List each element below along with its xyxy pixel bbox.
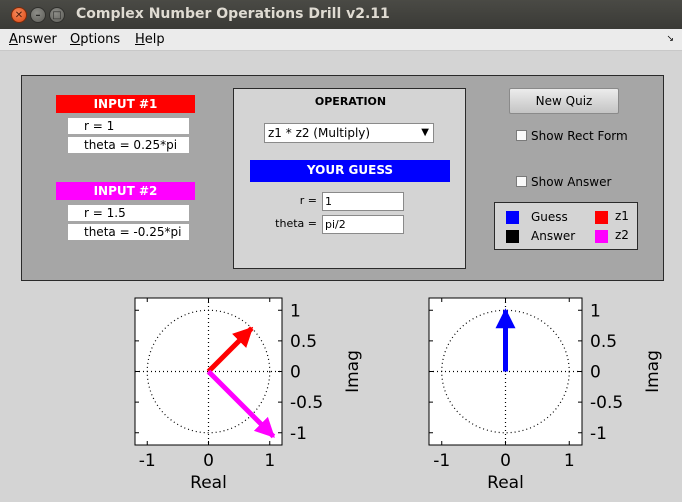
legend-answer-label: Answer: [531, 229, 576, 243]
y-tick-label: -1: [590, 424, 607, 444]
guess-theta-label: theta =: [275, 217, 317, 230]
menu-answer-mnemonic: A: [9, 32, 18, 47]
answer-swatch: [506, 230, 519, 243]
input1-r-value: r = 1: [68, 118, 189, 134]
menu-answer-label: nswer: [17, 32, 57, 47]
legend-guess-label: Guess: [531, 210, 568, 224]
guess-theta-input[interactable]: [322, 215, 404, 234]
show-answer-label: Show Answer: [531, 175, 612, 189]
vector-z2: [206, 369, 276, 439]
window-title: Complex Number Operations Drill v2.11: [76, 6, 390, 22]
maximize-window-button[interactable]: □: [49, 7, 65, 23]
operation-title: OPERATION: [314, 95, 387, 108]
show-answer-checkbox[interactable]: Show Answer: [516, 175, 611, 189]
y-tick-label: -0.5: [590, 393, 623, 413]
z1-swatch: [595, 211, 608, 224]
checkbox-icon: [516, 130, 527, 141]
title-bar: ✕ – □ Complex Number Operations Drill v2…: [0, 0, 682, 29]
input2-theta-value: theta = -0.25*pi: [68, 224, 189, 240]
operation-select[interactable]: z1 * z2 (Multiply) ▼: [264, 123, 434, 143]
plot-inputs: -1 0 1 1 0.5 0 -0.5 -1 Real Imag: [134, 297, 363, 493]
x-tick-label: 0: [500, 451, 511, 471]
y-tick-label: 0: [290, 363, 301, 383]
y-axis-label: Imag: [643, 350, 663, 393]
x-tick-label: 1: [264, 451, 275, 471]
menu-help-mnemonic: H: [135, 32, 145, 47]
input1-header: INPUT #1: [56, 95, 195, 113]
close-window-button[interactable]: ✕: [11, 7, 27, 23]
y-tick-label: 0: [590, 363, 601, 383]
your-guess-header: YOUR GUESS: [250, 160, 450, 182]
new-quiz-button[interactable]: New Quiz: [509, 88, 619, 114]
menu-options[interactable]: Options: [70, 32, 120, 47]
operation-selected-value: z1 * z2 (Multiply): [268, 126, 371, 140]
operation-panel: OPERATION z1 * z2 (Multiply) ▼ YOUR GUES…: [233, 88, 466, 269]
guess-r-input[interactable]: [322, 192, 404, 211]
legend-z2-label: z2: [615, 228, 629, 242]
chevron-down-icon: ▼: [421, 127, 429, 138]
dock-arrow-icon[interactable]: ↘: [666, 34, 674, 44]
input2-r-value: r = 1.5: [68, 205, 189, 221]
input1-theta-value: theta = 0.25*pi: [68, 137, 189, 153]
y-tick-label: 1: [590, 301, 601, 321]
menu-bar: Answer Options Help ↘: [0, 29, 682, 51]
x-tick-label: 0: [203, 451, 214, 471]
x-tick-label: -1: [139, 451, 156, 471]
guess-swatch: [506, 211, 519, 224]
guess-r-label: r =: [299, 194, 317, 207]
input2-header: INPUT #2: [56, 182, 195, 200]
z2-swatch: [595, 230, 608, 243]
checkbox-icon: [516, 176, 527, 187]
x-axis-label: Real: [190, 473, 227, 493]
y-tick-label: 1: [290, 301, 301, 321]
y-tick-label: 0.5: [290, 332, 317, 352]
menu-help[interactable]: Help: [135, 32, 165, 47]
plots-area: -1 0 1 1 0.5 0 -0.5 -1 Real Imag -1 0 1 1 0.5 0 -0.5 -1 R…: [134, 297, 663, 493]
legend-z1-label: z1: [615, 209, 629, 223]
y-tick-label: -1: [290, 424, 307, 444]
plot-guess: -1 0 1 1 0.5 0 -0.5 -1 Real Imag: [428, 297, 663, 493]
y-tick-label: -0.5: [290, 393, 323, 413]
show-rect-form-checkbox[interactable]: Show Rect Form: [516, 129, 628, 143]
show-rect-form-label: Show Rect Form: [531, 129, 628, 143]
y-axis-label: Imag: [343, 350, 363, 393]
menu-answer[interactable]: Answer: [9, 32, 57, 47]
x-tick-label: -1: [433, 451, 450, 471]
control-panel: INPUT #1 r = 1 theta = 0.25*pi INPUT #2 …: [21, 75, 664, 281]
y-tick-label: 0.5: [590, 332, 617, 352]
menu-options-mnemonic: O: [70, 32, 81, 47]
x-axis-label: Real: [487, 473, 524, 493]
minimize-window-button[interactable]: –: [30, 7, 46, 23]
legend: Guess Answer z1 z2: [494, 202, 638, 250]
vector-z1: [206, 326, 254, 374]
menu-help-label: elp: [144, 32, 165, 47]
x-tick-label: 1: [564, 451, 575, 471]
menu-options-label: ptions: [80, 32, 121, 47]
